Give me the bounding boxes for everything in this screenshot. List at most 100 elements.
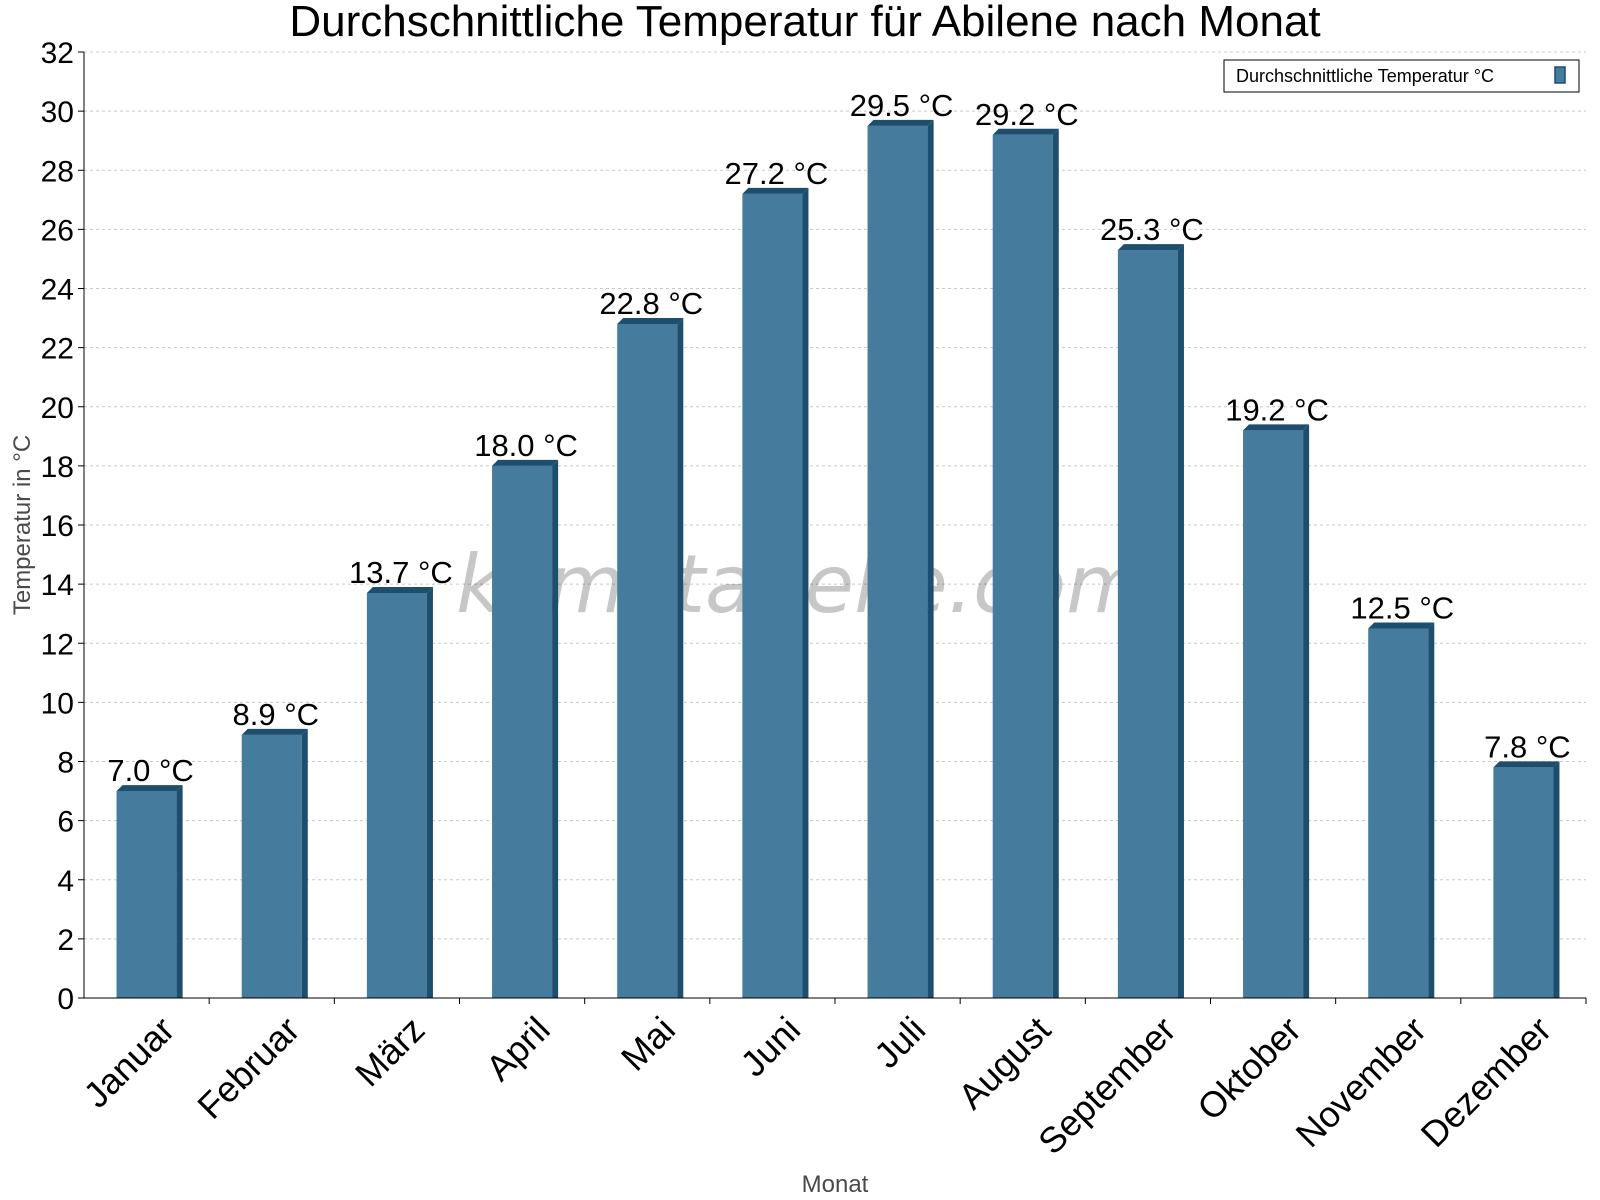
legend-box [1223, 59, 1580, 93]
bar-top [1368, 622, 1435, 629]
bar-top [617, 317, 684, 324]
legend-swatch [1554, 66, 1566, 84]
bar-januar [116, 785, 183, 998]
y-tick-label: 12 [41, 628, 74, 661]
bar-september [1117, 244, 1184, 999]
y-tick-label: 2 [57, 924, 74, 957]
bar-side [176, 785, 183, 998]
x-tick-label: März [347, 1009, 433, 1095]
y-tick-label: 8 [57, 747, 74, 780]
y-tick-label: 10 [41, 687, 74, 720]
bar-juni [742, 187, 809, 998]
bar-top [1243, 424, 1310, 431]
grid-lines [84, 51, 1586, 940]
bar-side [1052, 128, 1059, 998]
bar-oktober [1243, 424, 1310, 998]
bar-side [927, 119, 934, 998]
bar-top [116, 785, 183, 792]
bar-side [1177, 244, 1184, 999]
bar-side [426, 586, 433, 998]
bars [116, 119, 1560, 999]
bar-top [742, 187, 809, 194]
bar-face [867, 125, 928, 998]
x-tick-label: Oktober [1189, 1009, 1309, 1129]
bar-februar [241, 728, 308, 998]
bar-top [492, 459, 559, 466]
x-tick-label: Juli [866, 1009, 933, 1076]
bar-top [867, 119, 934, 126]
y-tick-label: 30 [41, 96, 74, 129]
bar-april [492, 459, 559, 998]
y-tick-label: 4 [57, 865, 74, 898]
bar-face [116, 791, 177, 998]
bar-face [617, 323, 678, 999]
chart-title: Durchschnittliche Temperatur für Abilene… [289, 0, 1320, 46]
data-label: 27.2 °C [725, 156, 829, 191]
bar-side [802, 187, 809, 998]
x-tick-label: Juni [732, 1009, 808, 1085]
x-axis-title: Monat [802, 1171, 869, 1198]
data-label: 22.8 °C [599, 286, 703, 321]
bar-side [677, 317, 684, 999]
bar-face [366, 592, 427, 998]
bar-märz [366, 586, 433, 998]
y-tick-label: 18 [41, 451, 74, 484]
bar-face [992, 134, 1053, 998]
bar-juli [867, 119, 934, 998]
bar-face [1368, 628, 1429, 998]
y-axis-title: Temperatur in °C [9, 435, 36, 615]
y-tick-label: 14 [41, 569, 74, 602]
x-tick-label: September [1030, 1009, 1184, 1163]
bar-face [1493, 767, 1554, 998]
data-label: 8.9 °C [233, 697, 320, 732]
bar-side [301, 728, 308, 998]
legend-label: Durchschnittliche Temperatur °C [1236, 66, 1494, 86]
bar-top [241, 728, 308, 735]
y-tick-label: 22 [41, 333, 74, 366]
y-tick-label: 28 [41, 155, 74, 188]
data-label: 7.8 °C [1484, 729, 1571, 764]
y-tick-label: 26 [41, 214, 74, 247]
bar-face [1117, 250, 1178, 999]
data-label: 25.3 °C [1100, 212, 1204, 247]
x-tick-label: August [950, 1009, 1058, 1117]
bar-top [992, 128, 1059, 135]
bar-top [1493, 761, 1560, 768]
data-label: 19.2 °C [1225, 392, 1329, 427]
y-tick-label: 32 [41, 37, 74, 70]
x-tick-label: April [478, 1009, 558, 1089]
bar-top [1117, 244, 1184, 251]
y-tick-label: 6 [57, 806, 74, 839]
y-tick-label: 24 [41, 274, 74, 307]
x-axis-ticks: Januar Februar März April Mai Juni Juli AugustS… [75, 998, 1587, 1163]
data-label: 18.0 °C [474, 428, 578, 463]
bar-dezember [1493, 761, 1560, 998]
data-label: 29.5 °C [850, 88, 954, 123]
x-tick-label: Januar [75, 1009, 182, 1116]
bar-august [992, 128, 1059, 998]
y-tick-label: 16 [41, 510, 74, 543]
bar-side [1303, 424, 1310, 998]
data-label: 13.7 °C [349, 555, 453, 590]
bar-face [492, 465, 553, 998]
bar-side [1553, 761, 1560, 998]
x-tick-label: Februar [189, 1009, 307, 1127]
bar-face [742, 193, 803, 998]
bar-top [366, 586, 433, 593]
bar-face [241, 734, 302, 998]
x-tick-label: Dezember [1413, 1009, 1559, 1155]
bar-face [1243, 430, 1304, 998]
data-label: 29.2 °C [975, 97, 1079, 132]
y-tick-label: 0 [57, 983, 74, 1016]
data-label: 7.0 °C [107, 753, 194, 788]
data-labels: 7.0 °C 8.9 °C 13.7 °C 18.0 °C 22.8 °C 27.2 °C… [107, 88, 1570, 788]
bar-mai [617, 317, 684, 999]
bar-side [1428, 622, 1435, 998]
y-tick-label: 20 [41, 392, 74, 425]
bar-november [1368, 622, 1435, 998]
legend: Durchschnittliche Temperatur °C [1223, 59, 1580, 93]
bar-side [552, 459, 559, 998]
